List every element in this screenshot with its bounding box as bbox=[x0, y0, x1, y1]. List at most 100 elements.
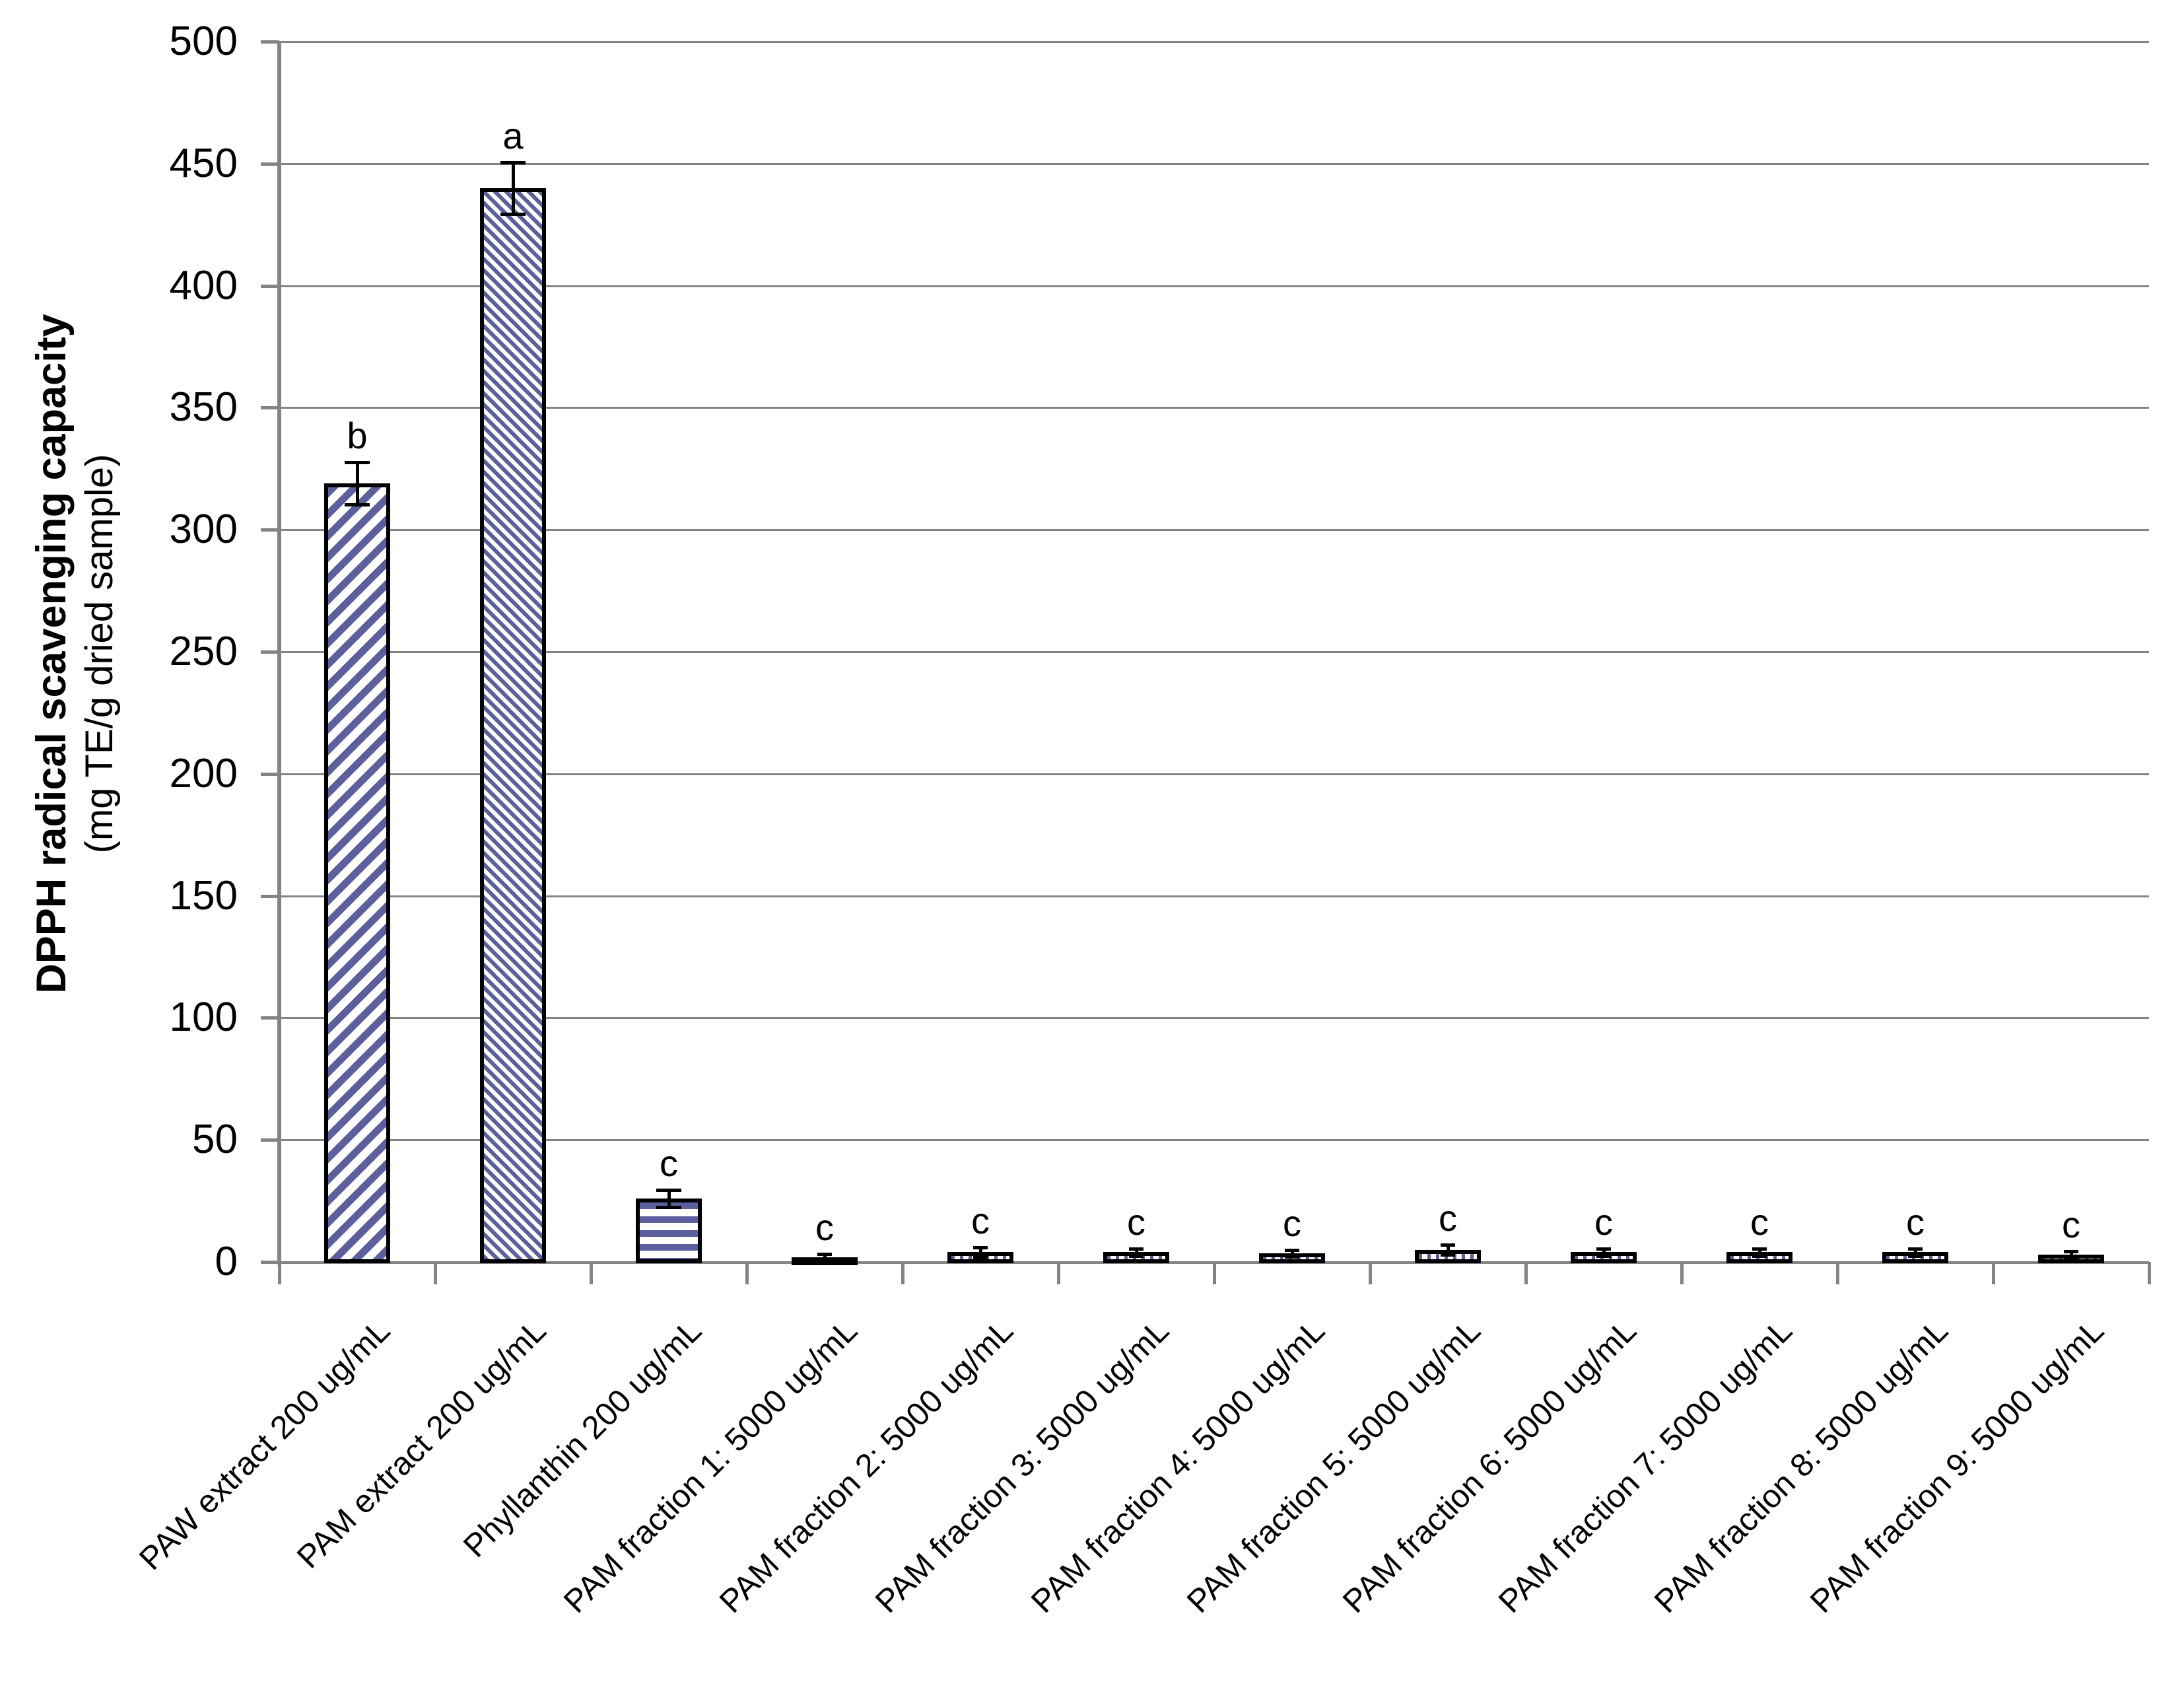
x-axis-tick bbox=[1213, 1262, 1216, 1284]
error-bar-bottom-cap bbox=[2064, 1256, 2078, 1260]
x-axis-tick bbox=[1992, 1262, 1995, 1284]
gridline bbox=[279, 529, 2149, 532]
error-bar-bottom-cap bbox=[1908, 1254, 1923, 1258]
x-tick-label: PAM fraction 1: 5000 ug/mL bbox=[557, 1313, 865, 1620]
error-bar-top-cap bbox=[656, 1188, 681, 1192]
x-axis-tick bbox=[1369, 1262, 1372, 1284]
x-tick-label: PAM fraction 7: 5000 ug/mL bbox=[1492, 1313, 1800, 1620]
y-axis-tick bbox=[261, 650, 279, 654]
error-bar-line bbox=[1290, 1251, 1294, 1255]
y-axis-line bbox=[277, 42, 281, 1265]
significance-letter: b bbox=[347, 415, 368, 457]
gridline bbox=[279, 41, 2149, 43]
x-axis-tick bbox=[1524, 1262, 1528, 1284]
y-axis-tick bbox=[261, 406, 279, 410]
y-axis-tick bbox=[261, 1138, 279, 1142]
error-bar-top-cap bbox=[973, 1245, 988, 1249]
x-tick-label: PAM fraction 3: 5000 ug/mL bbox=[869, 1313, 1177, 1620]
error-bar-top-cap bbox=[2064, 1250, 2078, 1254]
gridline bbox=[279, 162, 2149, 165]
error-bar-bottom-cap bbox=[1285, 1255, 1299, 1259]
gridline bbox=[279, 651, 2149, 653]
x-axis-tick bbox=[745, 1262, 749, 1284]
x-tick-label: PAM fraction 4: 5000 ug/mL bbox=[1025, 1313, 1332, 1620]
gridline bbox=[279, 1017, 2149, 1020]
y-axis-tick bbox=[261, 528, 279, 532]
x-tick-label: PAM fraction 9: 5000 ug/mL bbox=[1804, 1313, 2111, 1620]
y-tick-label: 200 bbox=[169, 750, 238, 796]
x-tick-label: PAM fraction 2: 5000 ug/mL bbox=[713, 1313, 1021, 1620]
error-bar-top-cap bbox=[500, 160, 526, 164]
error-bar-top-cap bbox=[1596, 1247, 1611, 1251]
gridline bbox=[279, 895, 2149, 897]
y-tick-label: 400 bbox=[169, 262, 238, 308]
error-bar-bottom-cap bbox=[1441, 1253, 1455, 1257]
gridline bbox=[279, 285, 2149, 287]
significance-letter: c bbox=[1594, 1200, 1613, 1243]
gridline bbox=[279, 773, 2149, 775]
error-bar-top-cap bbox=[817, 1253, 832, 1257]
y-axis-tick bbox=[261, 40, 279, 44]
error-bar-bottom-cap bbox=[1596, 1254, 1611, 1258]
error-bar-line bbox=[2069, 1253, 2073, 1257]
y-tick-label: 250 bbox=[169, 629, 238, 674]
significance-letter: c bbox=[1283, 1202, 1301, 1245]
error-bar-line bbox=[823, 1255, 827, 1259]
error-bar-line bbox=[1446, 1245, 1450, 1254]
y-axis-tick bbox=[261, 1016, 279, 1020]
y-axis-tick bbox=[261, 284, 279, 288]
bar bbox=[480, 188, 546, 1263]
significance-letter: a bbox=[502, 114, 524, 156]
x-axis-tick bbox=[590, 1262, 593, 1284]
error-bar-bottom-cap bbox=[973, 1255, 988, 1259]
significance-letter: c bbox=[1750, 1200, 1769, 1243]
error-bar-bottom-cap bbox=[345, 503, 370, 506]
significance-letter: c bbox=[971, 1199, 990, 1241]
error-bar-line bbox=[1913, 1249, 1917, 1255]
significance-letter: c bbox=[660, 1142, 678, 1184]
error-bar-top-cap bbox=[345, 461, 370, 465]
significance-letter: c bbox=[815, 1206, 834, 1249]
x-tick-label: PAM fraction 6: 5000 ug/mL bbox=[1336, 1313, 1644, 1620]
error-bar-top-cap bbox=[1285, 1249, 1299, 1253]
x-axis-tick bbox=[2148, 1262, 2151, 1284]
y-tick-label: 300 bbox=[169, 506, 238, 553]
error-bar-bottom-cap bbox=[656, 1205, 681, 1209]
error-bar-line bbox=[1134, 1249, 1138, 1255]
error-bar-line bbox=[355, 464, 359, 503]
y-axis-tick bbox=[261, 894, 279, 898]
x-axis-tick bbox=[278, 1262, 281, 1284]
error-bar-top-cap bbox=[1752, 1247, 1767, 1251]
y-tick-label: 150 bbox=[169, 872, 238, 919]
error-bar-bottom-cap bbox=[500, 212, 526, 216]
x-tick-label: PAM fraction 5: 5000 ug/mL bbox=[1180, 1313, 1488, 1620]
error-bar-line bbox=[978, 1248, 982, 1256]
x-tick-label: PAW extract 200 ug/mL bbox=[132, 1313, 397, 1578]
x-axis-baseline bbox=[279, 1261, 2149, 1264]
error-bar-line bbox=[1602, 1249, 1606, 1255]
error-bar-top-cap bbox=[1441, 1243, 1455, 1247]
x-axis-tick bbox=[1057, 1262, 1060, 1284]
error-bar-top-cap bbox=[1908, 1247, 1923, 1251]
y-tick-label: 350 bbox=[169, 384, 238, 431]
error-bar-line bbox=[1757, 1249, 1761, 1255]
error-bar-bottom-cap bbox=[817, 1258, 832, 1262]
y-tick-label: 450 bbox=[169, 140, 238, 186]
significance-letter: c bbox=[1439, 1197, 1457, 1239]
y-tick-label: 50 bbox=[192, 1117, 238, 1163]
error-bar-bottom-cap bbox=[1752, 1254, 1767, 1258]
y-axis-tick bbox=[261, 1261, 279, 1264]
error-bar-line bbox=[667, 1191, 671, 1206]
significance-letter: c bbox=[2062, 1204, 2080, 1246]
gridline bbox=[279, 407, 2149, 409]
x-tick-label: PAM fraction 8: 5000 ug/mL bbox=[1648, 1313, 1956, 1620]
error-bar-bottom-cap bbox=[1129, 1254, 1143, 1258]
y-tick-label: 0 bbox=[215, 1239, 238, 1284]
x-axis-tick bbox=[901, 1262, 904, 1284]
gridline bbox=[279, 1139, 2149, 1142]
y-tick-label: 500 bbox=[169, 18, 238, 64]
error-bar-line bbox=[511, 163, 515, 213]
bar bbox=[324, 483, 390, 1263]
y-tick-label: 100 bbox=[169, 994, 238, 1041]
